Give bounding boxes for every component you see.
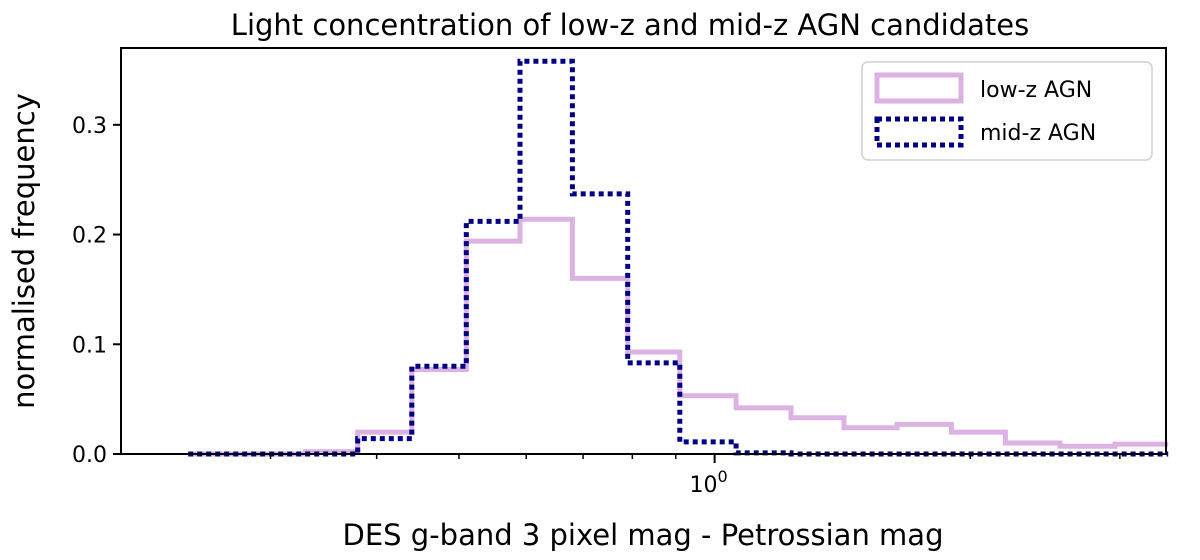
y-tick-label: 0.0 <box>72 443 107 468</box>
legend-frame <box>861 61 1153 161</box>
y-tick-label: 0.1 <box>72 333 107 358</box>
chart-title: Light concentration of low-z and mid-z A… <box>231 8 1029 42</box>
y-tick-label: 0.3 <box>72 114 107 139</box>
x-tick-label: 100 <box>690 467 728 498</box>
x-axis-label: DES g-band 3 pixel mag - Petrossian mag <box>343 518 944 552</box>
series-low-z-step <box>188 216 1169 457</box>
legend-label-mid-z: mid-z AGN <box>980 121 1096 146</box>
plot-frame <box>120 47 1167 455</box>
y-tick-label: 0.2 <box>72 224 107 249</box>
y-axis-label: normalised frequency <box>7 93 41 409</box>
legend-swatch-mid-z <box>874 116 964 148</box>
legend-label-low-z: low-z AGN <box>980 78 1092 103</box>
y-axis: 0.0 0.1 0.2 0.3 <box>72 114 121 468</box>
legend: low-z AGN mid-z AGN <box>861 61 1153 161</box>
x-axis: 100 <box>269 454 1121 498</box>
legend-swatch-low-z <box>874 72 964 104</box>
